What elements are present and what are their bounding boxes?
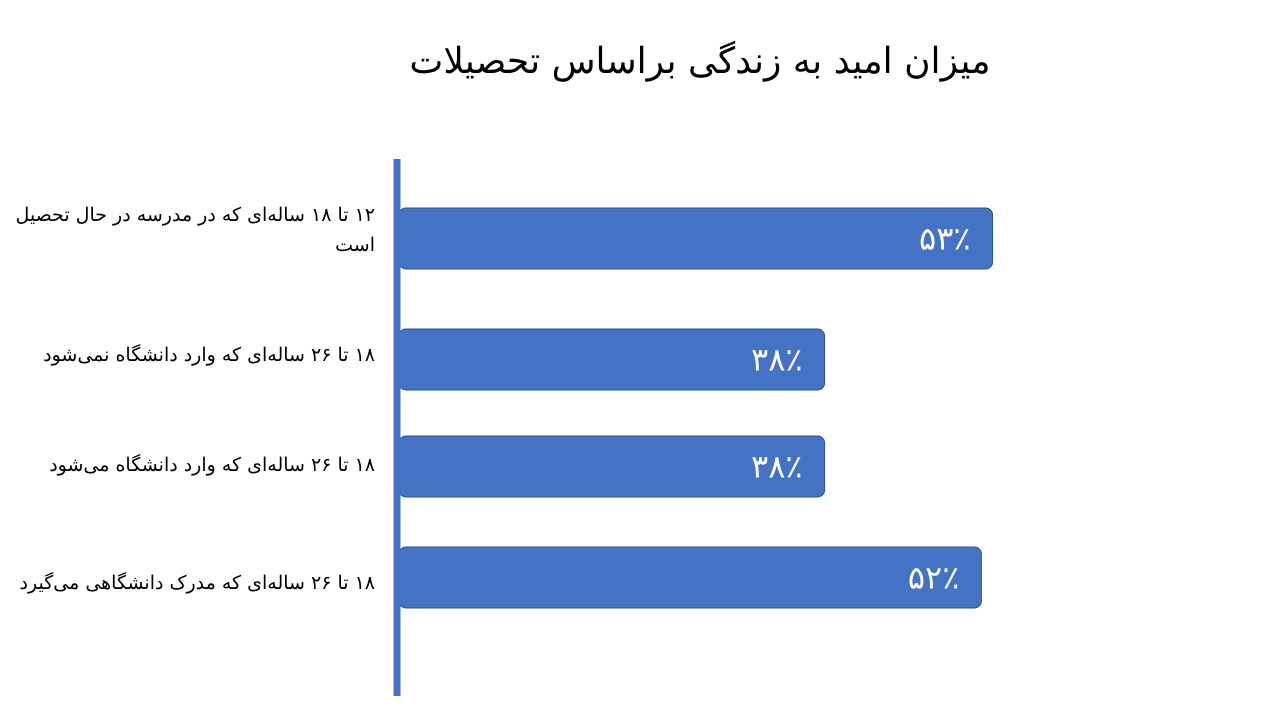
- bar-4: [398, 546, 982, 609]
- bar-value-label-2: ۳۸٪: [751, 341, 803, 379]
- bar-1: [398, 207, 994, 270]
- bar-value-label-3: ۳۸٪: [751, 448, 803, 486]
- category-label-2: ۱۸ تا ۲۶ ساله‌ای که وارد دانشگاه نمی‌شود: [43, 344, 375, 366]
- category-label-3: ۱۸ تا ۲۶ ساله‌ای که وارد دانشگاه می‌شود: [49, 454, 375, 476]
- chart-title: میزان امید به زندگی براساس تحصیلات: [409, 41, 991, 82]
- category-label-1: ۱۲ تا ۱۸ ساله‌ای که در مدرسه در حال تحصی…: [15, 204, 375, 256]
- category-label-4: ۱۸ تا ۲۶ ساله‌ای که مدرک دانشگاهی می‌گیر…: [19, 572, 375, 594]
- bar-value-label-1: ۵۳٪: [919, 220, 971, 258]
- bar-value-label-4: ۵۲٪: [908, 559, 960, 597]
